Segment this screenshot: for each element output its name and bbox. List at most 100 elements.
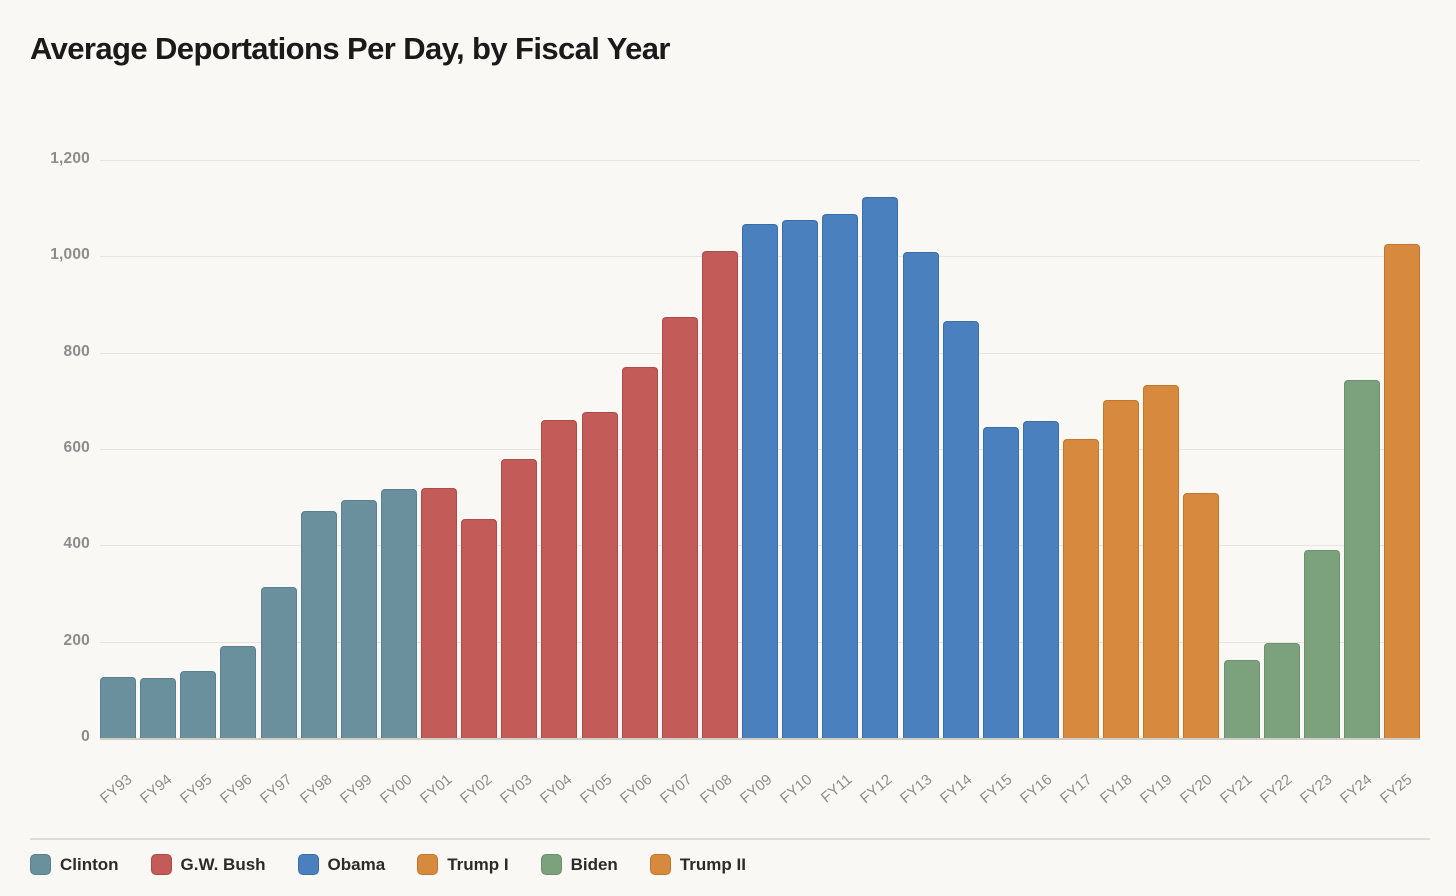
bar-FY10[interactable]: [782, 220, 819, 738]
x-tick-FY06: FY06: [617, 770, 656, 808]
legend-label: G.W. Bush: [180, 854, 266, 874]
x-tick-FY01: FY01: [417, 770, 456, 808]
bar-FY01[interactable]: [421, 488, 457, 738]
legend-item-trump-ii: Trump II: [649, 854, 746, 875]
bar-FY02[interactable]: [461, 519, 498, 738]
bar-FY14[interactable]: [942, 321, 979, 738]
x-tick-FY04: FY04: [537, 770, 576, 808]
bar-FY24[interactable]: [1343, 380, 1380, 738]
x-tick-FY94: FY94: [137, 770, 176, 808]
legend-item-clinton: Clinton: [30, 854, 119, 875]
x-tick-FY93: FY93: [97, 770, 136, 808]
x-tick-FY96: FY96: [217, 770, 256, 808]
bar-FY09[interactable]: [742, 224, 778, 738]
x-tick-FY02: FY02: [457, 770, 496, 808]
x-tick-FY97: FY97: [257, 770, 296, 808]
y-tick-600: 600: [63, 439, 90, 456]
bar-FY23[interactable]: [1303, 550, 1340, 738]
legend-swatch-icon: [417, 854, 439, 875]
bar-series: [100, 160, 1420, 738]
legend-swatch-icon: [649, 854, 671, 875]
x-tick-FY07: FY07: [657, 770, 696, 808]
x-tick-FY08: FY08: [697, 770, 736, 808]
bar-FY04[interactable]: [541, 420, 578, 738]
x-tick-FY25: FY25: [1377, 770, 1416, 808]
bar-FY13[interactable]: [902, 252, 939, 738]
gridline-0: [100, 738, 1420, 740]
bar-FY93[interactable]: [100, 677, 136, 738]
x-tick-FY17: FY17: [1057, 770, 1096, 808]
bar-FY94[interactable]: [140, 678, 177, 738]
legend-swatch-icon: [150, 854, 172, 875]
bar-FY15[interactable]: [982, 427, 1019, 738]
x-tick-FY14: FY14: [937, 770, 976, 808]
legend-swatch-icon: [297, 854, 319, 875]
y-tick-400: 400: [63, 535, 90, 553]
y-tick-1200: 1,200: [50, 150, 90, 167]
bar-FY25[interactable]: [1384, 244, 1420, 738]
legend-label: Obama: [327, 854, 386, 874]
bar-FY16[interactable]: [1022, 421, 1059, 738]
bar-FY20[interactable]: [1183, 493, 1220, 738]
bar-FY08[interactable]: [701, 251, 738, 738]
legend-item-biden: Biden: [540, 854, 618, 875]
x-tick-FY00: FY00: [377, 770, 416, 808]
gridline-1200: [100, 160, 1420, 161]
x-tick-FY11: FY11: [817, 770, 856, 807]
x-axis-labels: FY93 FY94 FY95 FY96 FY97 FY98 FY99 FY00 FY01 FY02…: [97, 745, 1420, 820]
bar-FY19[interactable]: [1143, 385, 1180, 738]
x-tick-FY03: FY03: [497, 770, 536, 808]
x-tick-FY23: FY23: [1297, 770, 1336, 808]
bar-FY11[interactable]: [822, 214, 859, 738]
bar-FY18[interactable]: [1103, 400, 1140, 738]
x-tick-FY15: FY15: [977, 770, 1016, 808]
legend-label: Trump I: [447, 854, 509, 874]
bar-FY00[interactable]: [380, 489, 417, 738]
x-tick-FY21: FY21: [1217, 770, 1256, 808]
y-tick-200: 200: [63, 631, 90, 649]
x-tick-FY24: FY24: [1337, 770, 1376, 808]
bar-FY17[interactable]: [1063, 439, 1099, 738]
x-tick-FY16: FY16: [1017, 770, 1056, 808]
x-tick-FY09: FY09: [737, 770, 776, 808]
chart-legend: Clinton G.W. Bush Obama Trump I Biden Trump I…: [30, 854, 746, 875]
x-tick-FY99: FY99: [337, 770, 376, 808]
bar-FY06[interactable]: [621, 367, 658, 738]
legend-label: Trump II: [679, 854, 746, 874]
x-tick-FY22: FY22: [1257, 770, 1296, 808]
x-tick-FY95: FY95: [177, 770, 216, 808]
plot-area: [100, 160, 1420, 740]
bar-FY97[interactable]: [260, 587, 297, 738]
x-tick-FY18: FY18: [1097, 770, 1136, 808]
x-tick-FY20: FY20: [1177, 770, 1216, 808]
legend-item-trump-i: Trump I: [417, 854, 509, 875]
bar-FY96[interactable]: [220, 646, 257, 738]
bar-FY12[interactable]: [862, 197, 899, 738]
x-tick-FY10: FY10: [777, 770, 816, 808]
bar-FY21[interactable]: [1223, 660, 1260, 738]
bar-FY07[interactable]: [661, 317, 698, 738]
legend-divider: [30, 838, 1430, 840]
x-tick-FY19: FY19: [1137, 770, 1176, 808]
y-axis-labels: 0 200 400 600 800 1,000 1,200: [0, 150, 90, 745]
legend-swatch-icon: [30, 854, 51, 875]
legend-label: Clinton: [60, 854, 119, 874]
legend-label: Biden: [570, 854, 618, 874]
chart-title: Average Deportations Per Day, by Fiscal …: [30, 30, 670, 66]
y-tick-0: 0: [81, 728, 90, 745]
legend-item-g-w-bush: G.W. Bush: [150, 854, 266, 875]
y-tick-1000: 1,000: [50, 246, 90, 264]
legend-item-obama: Obama: [297, 854, 386, 875]
y-tick-800: 800: [63, 342, 90, 360]
bar-FY99[interactable]: [340, 500, 377, 738]
x-tick-FY12: FY12: [857, 770, 896, 808]
bar-FY95[interactable]: [180, 671, 217, 738]
bar-FY22[interactable]: [1263, 643, 1300, 738]
bar-FY03[interactable]: [501, 459, 538, 738]
bar-FY05[interactable]: [581, 412, 618, 738]
x-tick-FY13: FY13: [897, 770, 936, 808]
bar-FY98[interactable]: [300, 511, 337, 738]
x-tick-FY98: FY98: [297, 770, 336, 808]
x-tick-FY05: FY05: [577, 770, 616, 808]
